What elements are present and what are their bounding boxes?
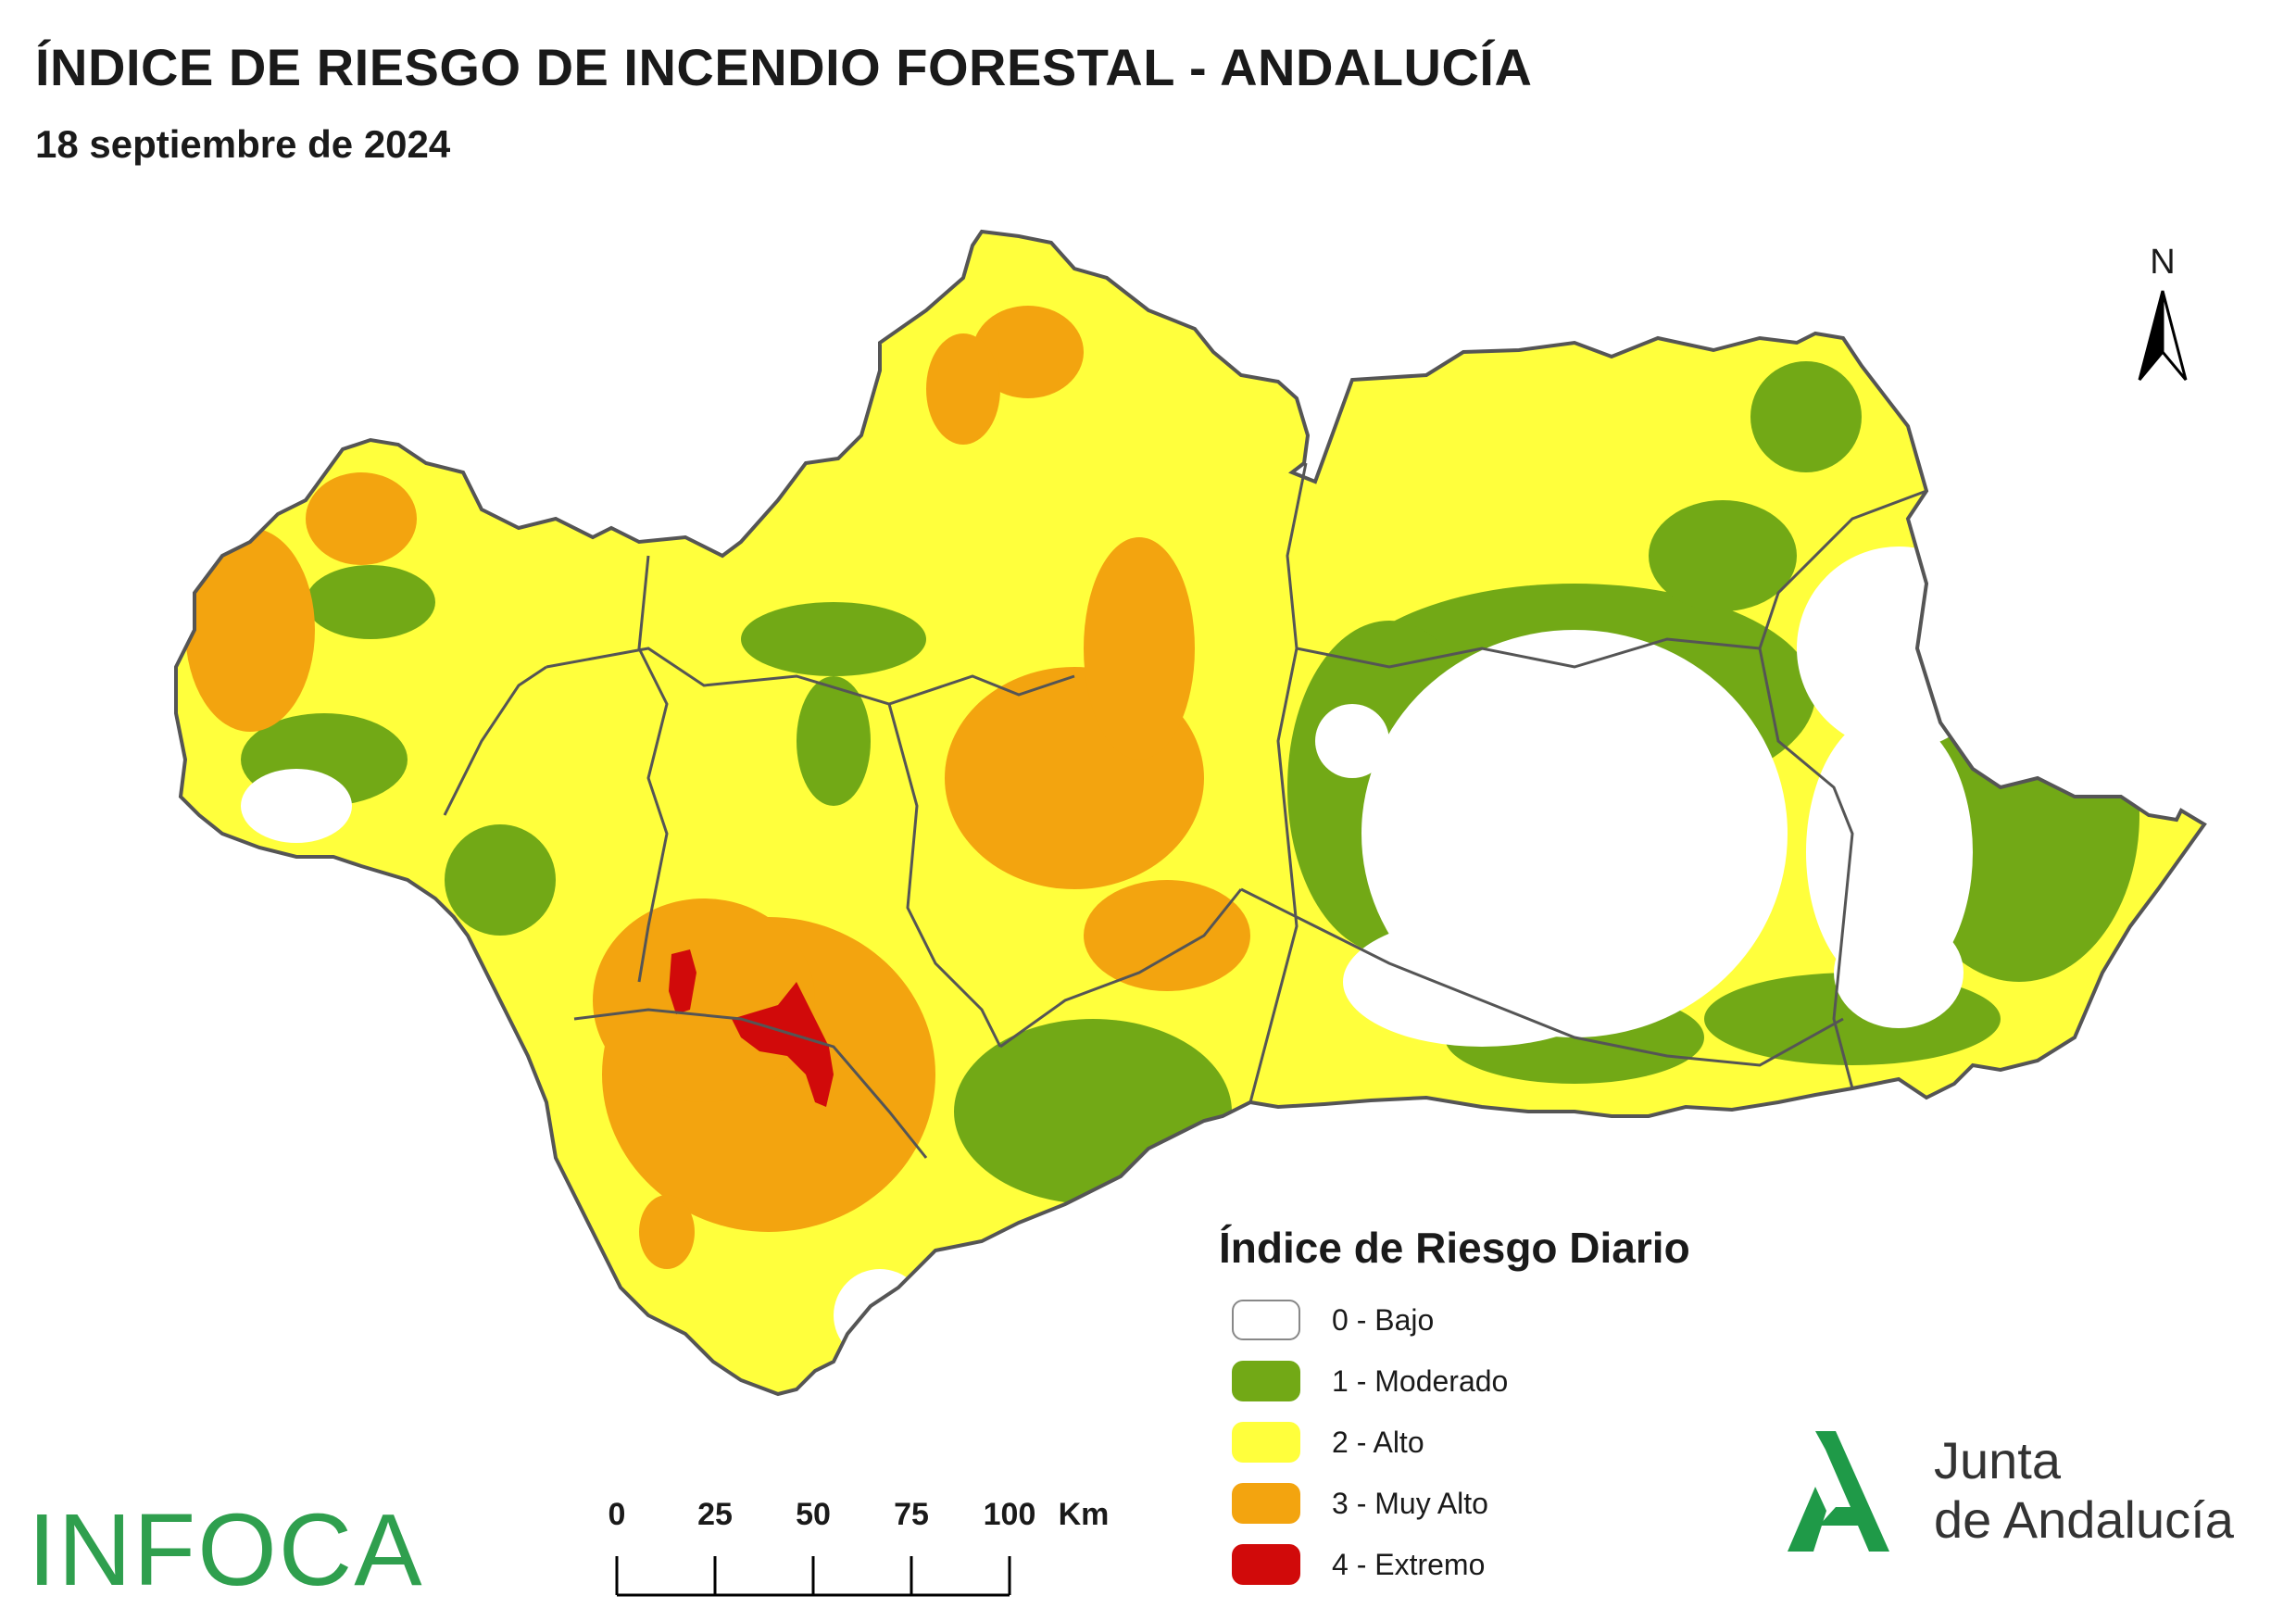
- province-borders: [443, 462, 1927, 1159]
- legend-swatch: [1232, 1300, 1300, 1340]
- risk-areas-muy-alto: [185, 306, 1250, 1269]
- scale-bar: 0 25 50 75 100 Km: [593, 1497, 1111, 1608]
- legend-item: 3 - Muy Alto: [1232, 1480, 1488, 1527]
- north-label: N: [2150, 243, 2176, 282]
- legend-label: 2 - Alto: [1332, 1425, 1424, 1459]
- scale-unit: Km: [1058, 1497, 1110, 1532]
- scale-tick-label: 25: [697, 1497, 733, 1532]
- map-date: 18 septiembre de 2024: [35, 122, 451, 166]
- legend-swatch: [1232, 1422, 1300, 1463]
- north-arrow: N: [2121, 243, 2204, 391]
- legend-label: 1 - Moderado: [1332, 1363, 1509, 1398]
- junta-andalucia-logo: Junta de Andalucía: [1778, 1422, 2260, 1561]
- legend-item: 1 - Moderado: [1232, 1358, 1508, 1404]
- legend-label: 3 - Muy Alto: [1332, 1486, 1488, 1520]
- scale-tick-label: 50: [796, 1497, 831, 1532]
- scale-tick-label: 100: [983, 1497, 1036, 1532]
- scale-tick-label: 75: [894, 1497, 929, 1532]
- infoca-logo: INFOCA: [28, 1493, 424, 1607]
- legend-title: Índice de Riesgo Diario: [1219, 1224, 1690, 1272]
- junta-emblem-icon: [1788, 1431, 1889, 1552]
- scale-tick-label: 0: [608, 1497, 626, 1532]
- legend-label: 4 - Extremo: [1332, 1547, 1486, 1581]
- map-title: ÍNDICE DE RIESGO DE INCENDIO FORESTAL - …: [35, 38, 1533, 96]
- legend-item: 2 - Alto: [1232, 1419, 1424, 1465]
- north-arrow-icon: [2138, 290, 2188, 381]
- junta-line1: Junta: [1934, 1431, 2061, 1489]
- legend-swatch: [1232, 1483, 1300, 1524]
- risk-areas-extremo: [669, 949, 834, 1107]
- legend-item: 0 - Bajo: [1232, 1297, 1434, 1343]
- legend-swatch: [1232, 1544, 1300, 1585]
- legend-label: 0 - Bajo: [1332, 1302, 1435, 1337]
- legend-item: 4 - Extremo: [1232, 1541, 1485, 1588]
- legend-swatch: [1232, 1361, 1300, 1401]
- junta-line2: de Andalucía: [1934, 1490, 2234, 1549]
